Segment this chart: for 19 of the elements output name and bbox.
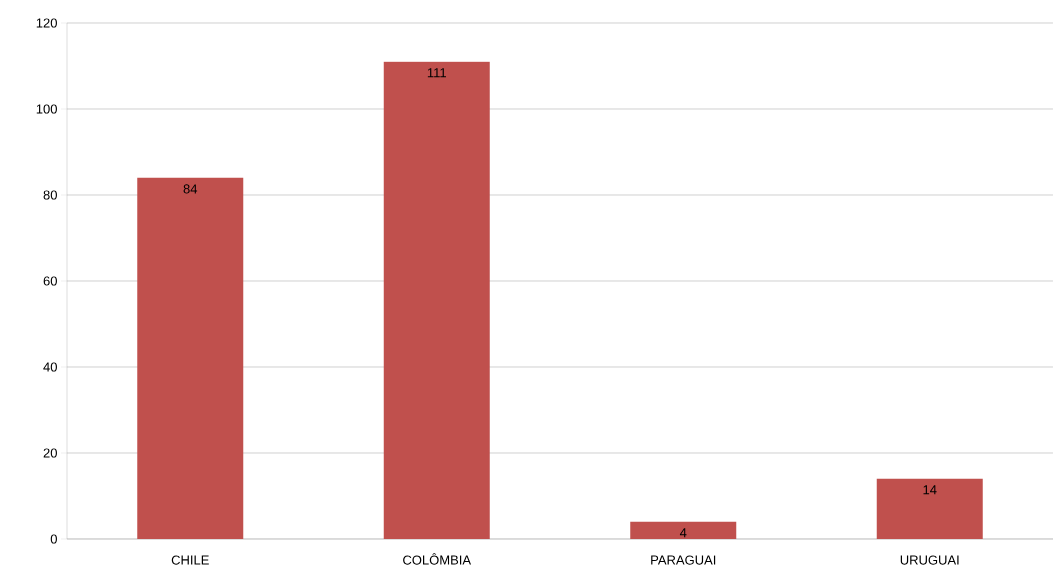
- data-label: 84: [183, 184, 198, 194]
- x-tick-label: CHILE: [171, 555, 209, 565]
- x-tick-label: COLÔMBIA: [403, 553, 472, 565]
- data-label: 4: [679, 528, 687, 538]
- bar: [137, 177, 244, 539]
- y-tick-label: 40: [43, 362, 57, 372]
- data-label: 14: [923, 485, 937, 495]
- x-tick-label: PARAGUAI: [651, 555, 716, 565]
- y-tick-label: 60: [43, 276, 57, 286]
- y-tick-label: 20: [43, 448, 57, 458]
- data-label: 111: [427, 68, 447, 78]
- bar: [876, 478, 983, 539]
- y-tick-label: 100: [36, 104, 57, 114]
- bar: [630, 521, 737, 539]
- y-tick-label: 120: [36, 18, 57, 28]
- bar: [383, 61, 490, 539]
- y-tick-label: 0: [50, 534, 57, 544]
- y-tick-label: 80: [43, 190, 57, 200]
- x-tick-label: URUGUAI: [900, 555, 959, 565]
